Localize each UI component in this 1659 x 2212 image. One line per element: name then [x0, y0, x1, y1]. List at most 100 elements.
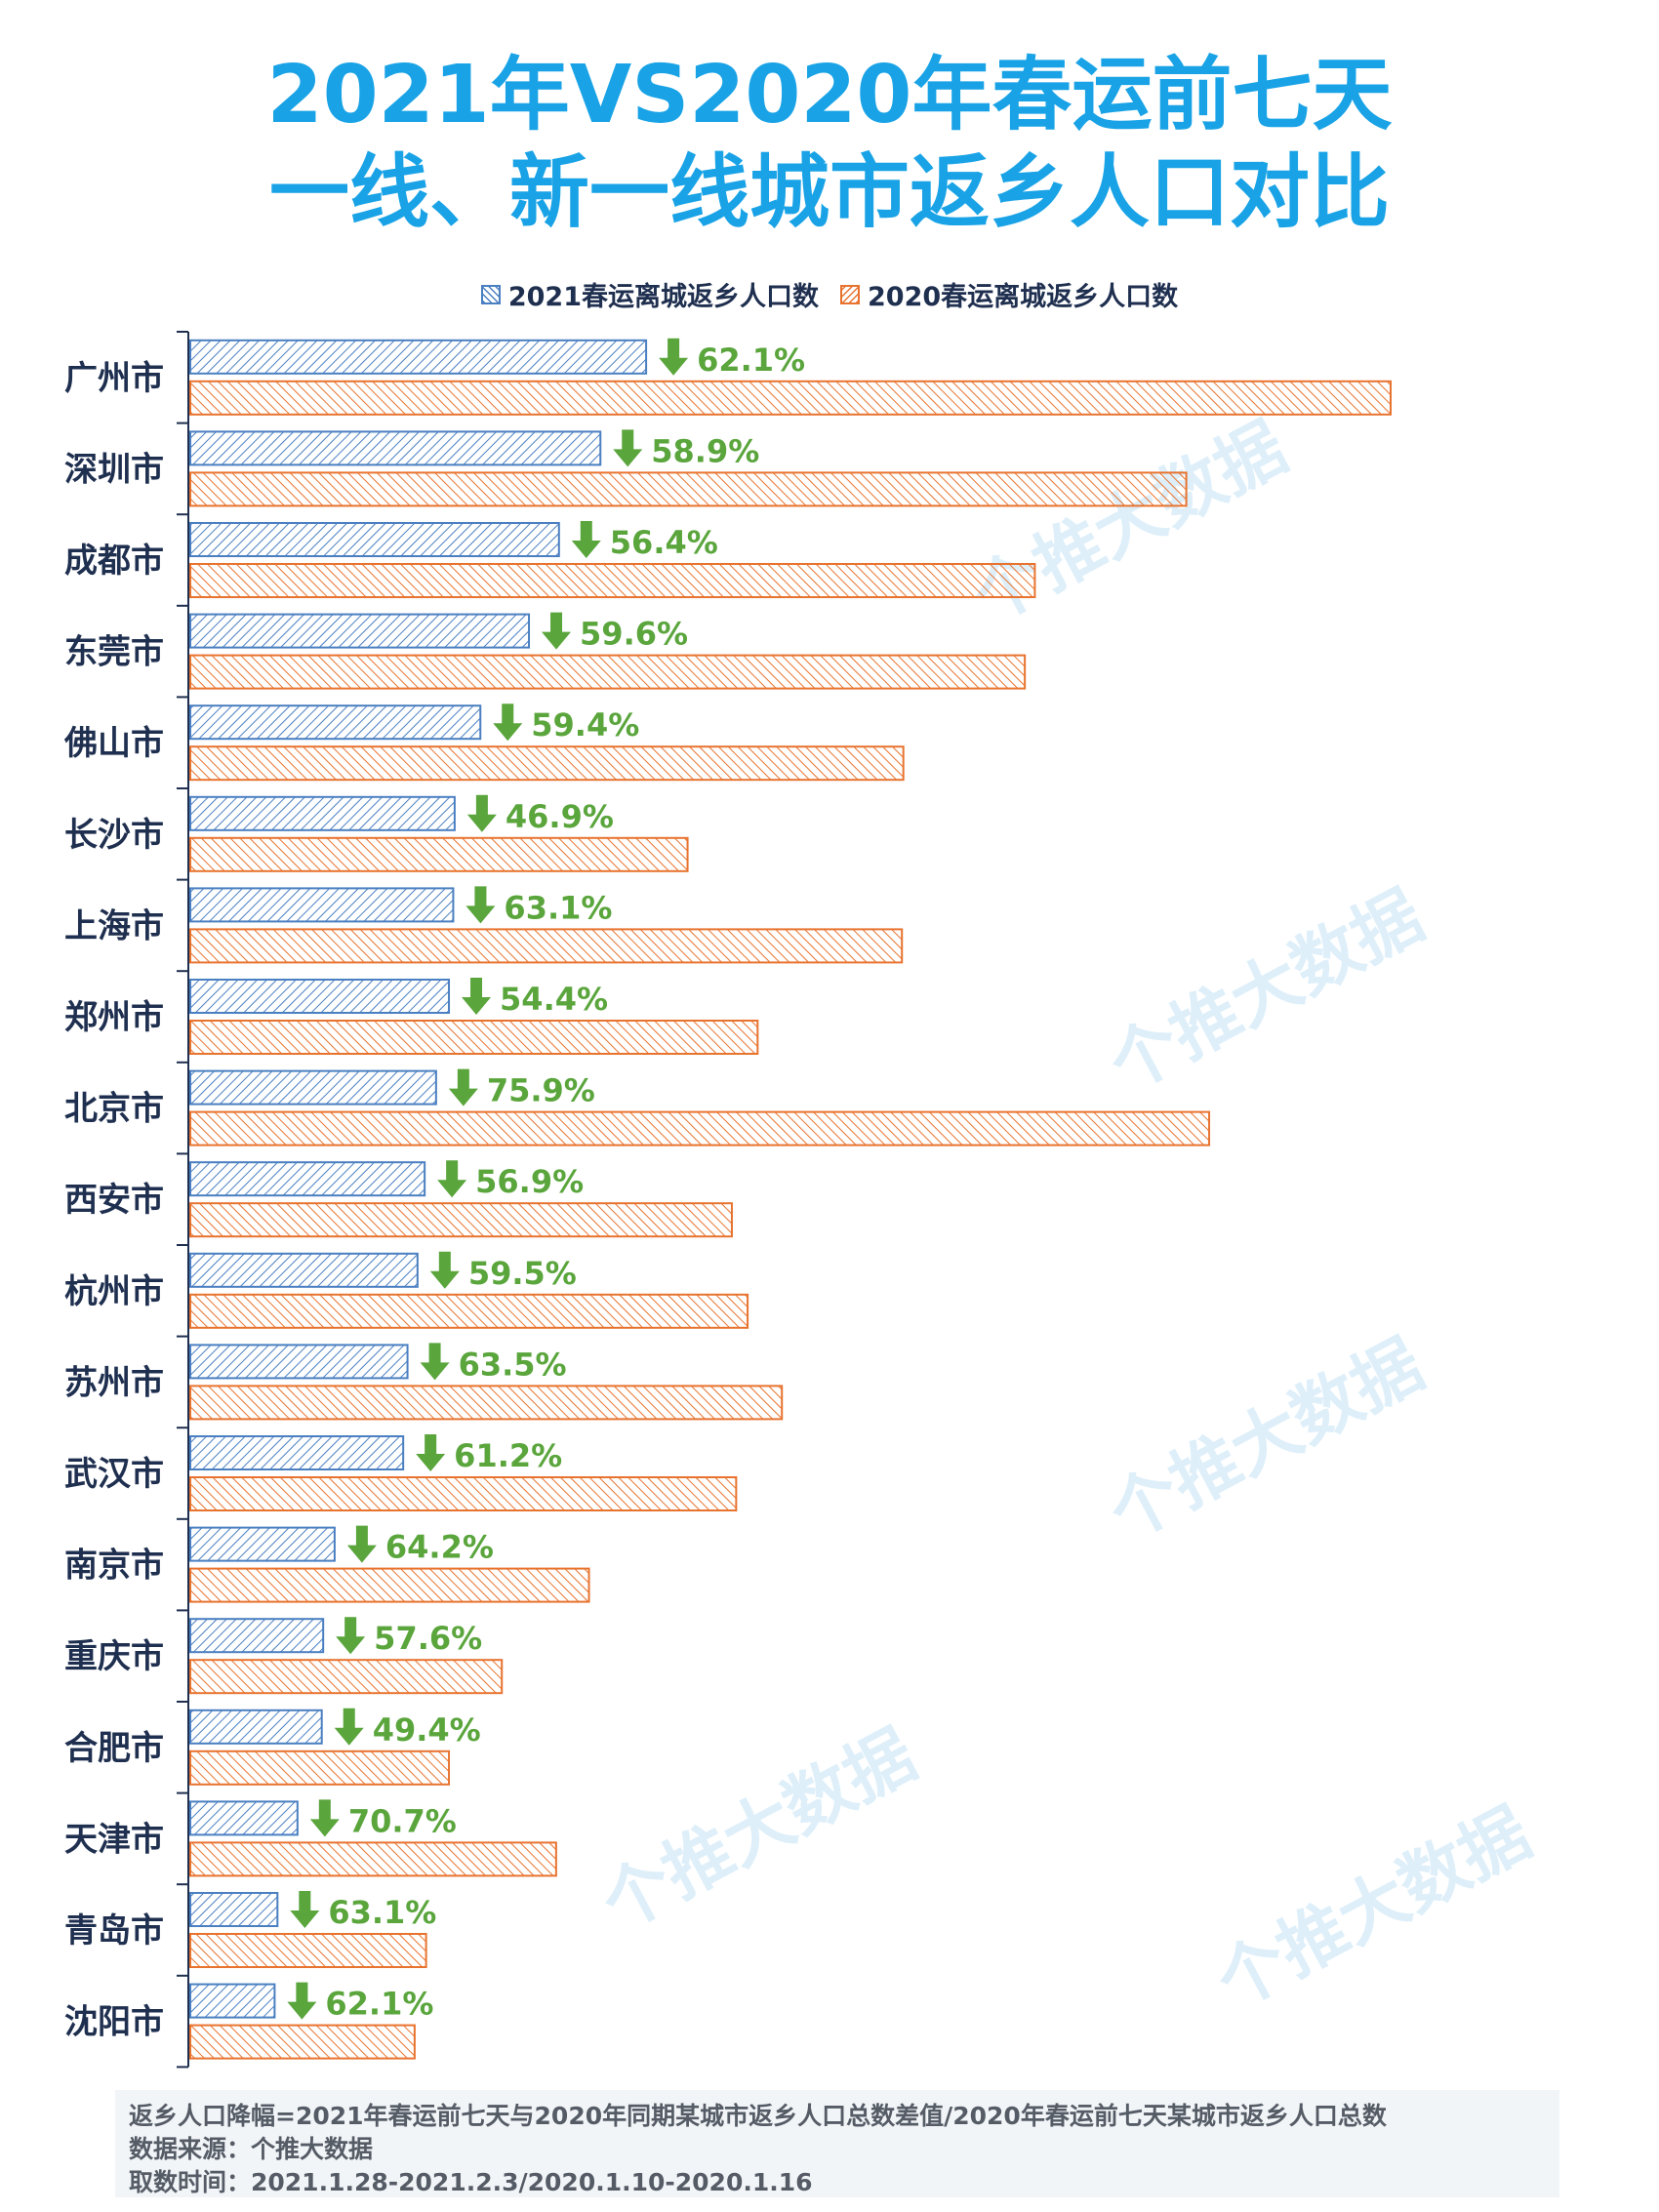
category-label: 长沙市: [64, 816, 164, 855]
decline-arrow-icon: [613, 429, 643, 467]
category-label: 南京市: [64, 1547, 164, 1586]
chart-title-line-1: 2021年VS2020年春运前七天: [266, 49, 1393, 141]
category-label: 青岛市: [64, 1911, 164, 1951]
decline-arrow-icon: [542, 612, 572, 650]
decline-label: 63.1%: [328, 1894, 436, 1931]
legend-swatch-2021: [480, 284, 501, 304]
bar-2020: [189, 471, 1188, 507]
bar-2020: [189, 1659, 504, 1695]
bar-2020: [189, 2024, 416, 2060]
bar-2021: [189, 1252, 419, 1288]
decline-label: 56.9%: [475, 1163, 584, 1200]
bar-2021: [189, 1800, 299, 1836]
decline-arrow-icon: [659, 338, 689, 376]
category-label: 杭州市: [64, 1272, 164, 1311]
footer-notes: 返乡人口降幅=2021年春运前七天与2020年同期某城市返乡人口总数差值/202…: [115, 2090, 1559, 2197]
bar-2021: [189, 1526, 336, 1562]
decline-arrow-icon: [437, 1160, 467, 1198]
bar-2020: [189, 1110, 1211, 1146]
category-label: 深圳市: [64, 450, 164, 489]
category-label: 武汉市: [64, 1455, 164, 1494]
bar-2020: [189, 380, 1392, 416]
footer-formula: 返乡人口降幅=2021年春运前七天与2020年同期某城市返乡人口总数差值/202…: [129, 2102, 1387, 2130]
category-label: 重庆市: [64, 1637, 164, 1676]
decline-label: 58.9%: [651, 432, 759, 469]
bar-2021: [189, 339, 648, 375]
bar-2021: [189, 613, 531, 649]
bar-2021: [189, 795, 456, 831]
decline-label: 75.9%: [487, 1072, 595, 1109]
decline-label: 70.7%: [348, 1802, 457, 1839]
bar-2021: [189, 979, 451, 1014]
category-label: 天津市: [64, 1820, 164, 1859]
footer-period: 取数时间：2021.1.28-2021.2.3/2020.1.10-2020.1…: [129, 2168, 813, 2196]
bar-2021: [189, 1618, 325, 1654]
bar-2020: [189, 654, 1027, 690]
bar-2021: [189, 1344, 409, 1380]
decline-label: 63.5%: [459, 1346, 567, 1383]
decline-arrow-icon: [290, 1891, 320, 1928]
bar-2020: [189, 563, 1036, 598]
bar-2021: [189, 1983, 276, 2019]
decline-label: 56.4%: [610, 524, 718, 561]
bar-2021: [189, 1435, 405, 1470]
bar-2021: [189, 430, 602, 466]
decline-label: 61.2%: [454, 1437, 562, 1474]
decline-label: 49.4%: [373, 1711, 481, 1749]
decline-label: 59.5%: [468, 1255, 577, 1292]
chart-legend: 2021春运离城返乡人口数 2020春运离城返乡人口数: [0, 275, 1659, 313]
bar-2020: [189, 928, 904, 964]
decline-arrow-icon: [448, 1068, 478, 1106]
decline-label: 59.4%: [531, 706, 639, 744]
decline-label: 62.1%: [697, 342, 805, 379]
bar-2020: [189, 1749, 451, 1786]
bar-2021: [189, 1709, 323, 1745]
category-label: 郑州市: [64, 998, 164, 1037]
category-label: 东莞市: [64, 633, 164, 672]
legend-swatch-2020: [840, 284, 860, 304]
category-label: 北京市: [64, 1090, 164, 1129]
bar-2020: [189, 1933, 427, 1968]
bar-2020: [189, 1567, 590, 1603]
bar-2021: [189, 887, 455, 923]
decline-arrow-icon: [287, 1982, 317, 2020]
category-label: 广州市: [64, 359, 164, 398]
decline-arrow-icon: [420, 1343, 450, 1381]
decline-arrow-icon: [493, 704, 523, 742]
decline-label: 46.9%: [506, 798, 614, 835]
legend-item-2020: 2020春运离城返乡人口数: [840, 275, 1178, 313]
bar-2020: [189, 1293, 749, 1329]
category-label: 西安市: [64, 1181, 164, 1220]
bar-2020: [189, 1020, 759, 1055]
decline-label: 63.1%: [504, 889, 612, 926]
footer-source: 数据来源：个推大数据: [129, 2135, 374, 2163]
legend-label-2020: 2020春运离城返乡人口数: [868, 282, 1179, 312]
decline-label: 62.1%: [325, 1986, 433, 2023]
decline-label: 59.6%: [580, 616, 688, 653]
category-label: 苏州市: [64, 1363, 164, 1402]
bar-2021: [189, 522, 560, 557]
bar-2021: [189, 1069, 437, 1106]
bar-2020: [189, 836, 689, 872]
bar-2021: [189, 1161, 426, 1197]
bar-2021: [189, 1892, 279, 1927]
category-label: 沈阳市: [64, 2003, 164, 2042]
decline-arrow-icon: [416, 1434, 446, 1471]
decline-arrow-icon: [466, 794, 497, 832]
bar-2020: [189, 1476, 738, 1511]
decline-label: 64.2%: [385, 1529, 494, 1566]
bar-2020: [189, 1202, 733, 1238]
decline-label: 57.6%: [374, 1620, 482, 1657]
category-label: 佛山市: [63, 724, 164, 763]
decline-arrow-icon: [346, 1525, 377, 1563]
legend-label-2021: 2021春运离城返乡人口数: [507, 282, 819, 312]
decline-label: 54.4%: [500, 981, 608, 1018]
decline-arrow-icon: [309, 1799, 340, 1837]
chart-title-line-2: 一线、新一线城市返乡人口对比: [268, 146, 1390, 239]
bar-2021: [189, 704, 482, 741]
legend-item-2021: 2021春运离城返乡人口数: [480, 275, 819, 313]
decline-arrow-icon: [336, 1617, 366, 1655]
bar-chart: 广州市 62.1% 深圳市 58.9% 成都市 56.4% 东莞市 59.6% 佛山市 59.4%…: [63, 331, 1392, 2069]
category-label: 合肥市: [64, 1729, 164, 1768]
decline-arrow-icon: [429, 1251, 460, 1289]
